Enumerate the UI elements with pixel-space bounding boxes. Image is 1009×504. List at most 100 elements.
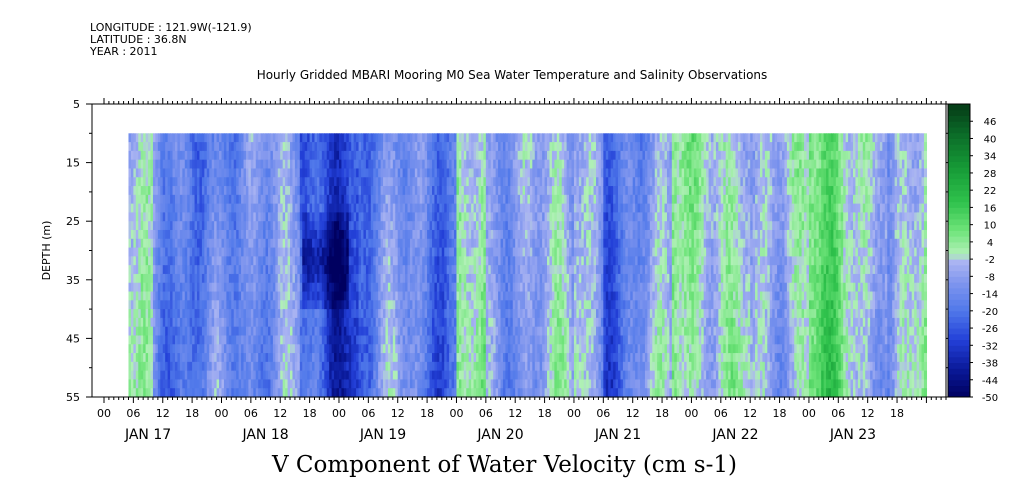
heatmap-cell [468,150,472,161]
heatmap-cell [407,353,411,363]
heatmap-cell [307,186,311,196]
heatmap-cell [253,265,257,275]
heatmap-cell [458,309,462,319]
heatmap-cell [133,335,137,345]
heatmap-cell [214,256,218,266]
heatmap-cell [216,353,220,363]
heatmap-cell [160,256,164,266]
heatmap-cell [189,265,193,275]
heatmap-cell [204,168,208,178]
heatmap-cell [299,265,303,275]
heatmap-cell [197,221,201,231]
heatmap-cell [282,265,286,275]
heatmap-cell [419,238,423,249]
heatmap-cell [402,168,406,178]
heatmap-cell [343,177,347,187]
heatmap-cell [329,309,333,319]
heatmap-cell [155,221,159,231]
heatmap-cell [221,238,225,249]
heatmap-cell [184,142,188,152]
heatmap-cell [417,370,421,381]
heatmap-cell [145,238,149,249]
heatmap-cell [402,353,406,363]
heatmap-cell [358,150,362,161]
heatmap-cell [145,361,149,372]
heatmap-cell [534,177,538,187]
heatmap-cell [199,273,203,284]
heatmap-cell [358,159,362,170]
heatmap-cell [216,291,220,301]
heatmap-cell [309,370,313,381]
heatmap-cell [431,133,436,143]
heatmap-cell [458,186,462,196]
heatmap-cell [211,370,215,381]
heatmap-cell [400,379,404,389]
heatmap-cell [140,168,144,178]
heatmap-cell [209,273,213,284]
heatmap-cell [260,273,264,284]
heatmap-cell [395,370,399,381]
heatmap-cell [292,177,296,187]
heatmap-cell [471,203,475,214]
heatmap-cell [270,159,274,170]
heatmap-cell [498,335,502,345]
heatmap-cell [304,326,308,337]
heatmap-cell [267,229,272,240]
heatmap-cell [485,159,489,170]
heatmap-cell [436,186,440,196]
heatmap-cell [356,370,360,381]
heatmap-cell [400,265,404,275]
heatmap-cell [454,273,458,284]
heatmap-cell [507,265,511,275]
heatmap-cell [309,186,313,196]
heatmap-cell [412,177,416,187]
heatmap-cell [380,194,384,205]
heatmap-cell [400,168,404,178]
heatmap-cell [473,388,477,398]
heatmap-cell [199,379,203,389]
heatmap-cell [182,282,186,293]
heatmap-cell [157,177,161,187]
heatmap-cell [290,335,294,345]
heatmap-cell [502,194,507,205]
heatmap-cell [370,361,374,372]
heatmap-cell [493,256,497,266]
heatmap-cell [248,238,252,249]
heatmap-cell [338,353,343,363]
heatmap-cell [463,256,467,266]
heatmap-cell [309,265,313,275]
heatmap-cell [383,221,387,231]
heatmap-cell [424,221,428,231]
heatmap-cell [184,317,188,328]
heatmap-cell [287,273,291,284]
heatmap-cell [451,344,455,354]
heatmap-cell [329,361,333,372]
heatmap-cell [292,142,296,152]
heatmap-cell [312,344,316,354]
heatmap-cell [152,370,156,381]
heatmap-cell [223,186,227,196]
heatmap-cell [312,150,316,161]
heatmap-cell [356,168,360,178]
heatmap-cell [314,150,318,161]
heatmap-cell [365,300,369,310]
heatmap-cell [383,282,387,293]
heatmap-cell [434,309,438,319]
heatmap-cell [128,142,132,152]
heatmap-cell [319,344,323,354]
heatmap-cell [187,142,191,152]
heatmap-cell [253,353,257,363]
heatmap-cell [177,309,181,319]
heatmap-cell [189,379,193,389]
heatmap-cell [351,133,355,143]
heatmap-cell [302,361,306,372]
heatmap-cell [143,388,147,398]
heatmap-cell [400,344,404,354]
heatmap-cell [476,159,480,170]
heatmap-cell [490,344,494,354]
heatmap-cell [204,370,208,381]
heatmap-cell [520,221,524,231]
heatmap-cell [451,361,455,372]
heatmap-cell [458,247,462,257]
heatmap-cell [507,177,511,187]
